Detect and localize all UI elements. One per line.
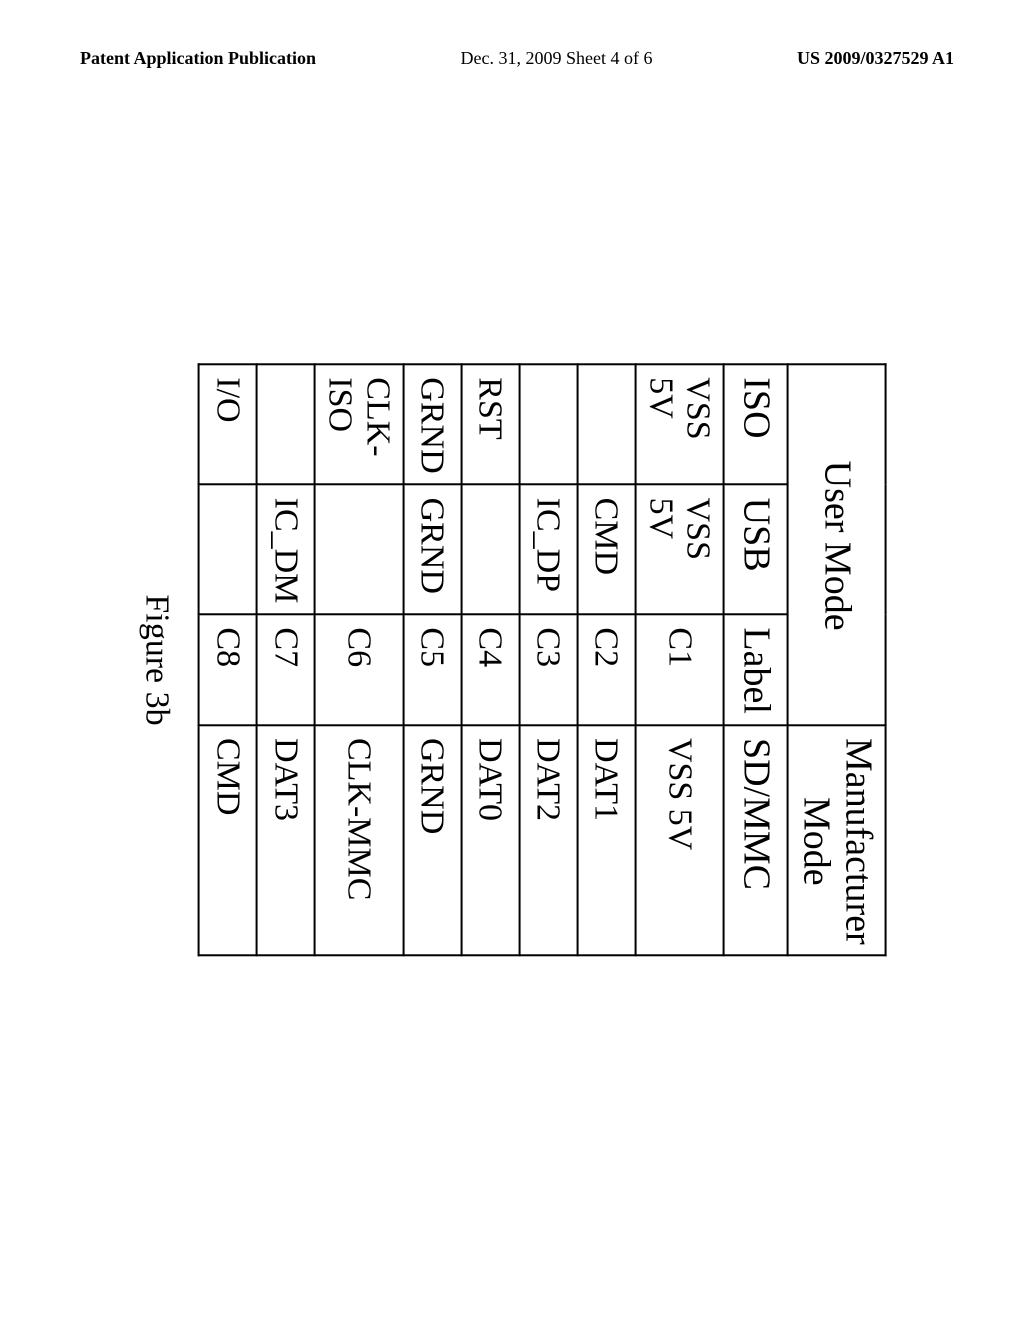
group-header-manufacturer-mode: Manufacturer Mode bbox=[788, 725, 886, 956]
cell-usb bbox=[198, 485, 256, 615]
cell-iso: CLK-ISO bbox=[314, 364, 403, 484]
subheader-iso: ISO bbox=[724, 364, 788, 484]
cell-iso: VSS 5V bbox=[635, 364, 724, 484]
cell-sd: DAT1 bbox=[577, 725, 635, 956]
cell-label: C8 bbox=[198, 614, 256, 725]
cell-usb: IC_DM bbox=[256, 485, 314, 615]
table-row: VSS 5V VSS 5V C1 VSS 5V bbox=[635, 364, 724, 955]
cell-label: C1 bbox=[635, 614, 724, 725]
cell-sd: DAT2 bbox=[519, 725, 577, 956]
cell-sd: CLK-MMC bbox=[314, 725, 403, 956]
cell-sd: DAT3 bbox=[256, 725, 314, 956]
pin-mode-table: User Mode Manufacturer Mode ISO USB Labe… bbox=[197, 363, 886, 956]
cell-iso bbox=[256, 364, 314, 484]
cell-iso: GRND bbox=[403, 364, 461, 484]
table-row: GRND GRND C5 GRND bbox=[403, 364, 461, 955]
header-center: Dec. 31, 2009 Sheet 4 of 6 bbox=[461, 48, 653, 69]
cell-sd: DAT0 bbox=[461, 725, 519, 956]
header-right: US 2009/0327529 A1 bbox=[797, 48, 954, 69]
header-left: Patent Application Publication bbox=[80, 48, 316, 69]
group-header-user-mode: User Mode bbox=[788, 364, 886, 725]
cell-usb: VSS 5V bbox=[635, 485, 724, 615]
figure-container: User Mode Manufacturer Mode ISO USB Labe… bbox=[137, 363, 886, 956]
cell-iso: I/O bbox=[198, 364, 256, 484]
cell-label: C7 bbox=[256, 614, 314, 725]
cell-usb bbox=[314, 485, 403, 615]
page-header: Patent Application Publication Dec. 31, … bbox=[0, 48, 1024, 69]
cell-label: C2 bbox=[577, 614, 635, 725]
cell-label: C4 bbox=[461, 614, 519, 725]
table-row: CLK-ISO C6 CLK-MMC bbox=[314, 364, 403, 955]
cell-usb: IC_DP bbox=[519, 485, 577, 615]
cell-usb: GRND bbox=[403, 485, 461, 615]
cell-label: C6 bbox=[314, 614, 403, 725]
cell-iso bbox=[577, 364, 635, 484]
cell-usb bbox=[461, 485, 519, 615]
cell-iso: RST bbox=[461, 364, 519, 484]
table-group-header-row: User Mode Manufacturer Mode bbox=[788, 364, 886, 955]
cell-sd: GRND bbox=[403, 725, 461, 956]
table-row: I/O C8 CMD bbox=[198, 364, 256, 955]
table-row: RST C4 DAT0 bbox=[461, 364, 519, 955]
subheader-sd: SD/MMC bbox=[724, 725, 788, 956]
subheader-label: Label bbox=[724, 614, 788, 725]
cell-usb: CMD bbox=[577, 485, 635, 615]
cell-label: C5 bbox=[403, 614, 461, 725]
table-subheader-row: ISO USB Label SD/MMC bbox=[724, 364, 788, 955]
cell-label: C3 bbox=[519, 614, 577, 725]
subheader-usb: USB bbox=[724, 485, 788, 615]
cell-sd: VSS 5V bbox=[635, 725, 724, 956]
cell-sd: CMD bbox=[198, 725, 256, 956]
cell-iso bbox=[519, 364, 577, 484]
table-row: CMD C2 DAT1 bbox=[577, 364, 635, 955]
figure-caption: Figure 3b bbox=[137, 363, 175, 956]
table-row: IC_DM C7 DAT3 bbox=[256, 364, 314, 955]
table-row: IC_DP C3 DAT2 bbox=[519, 364, 577, 955]
